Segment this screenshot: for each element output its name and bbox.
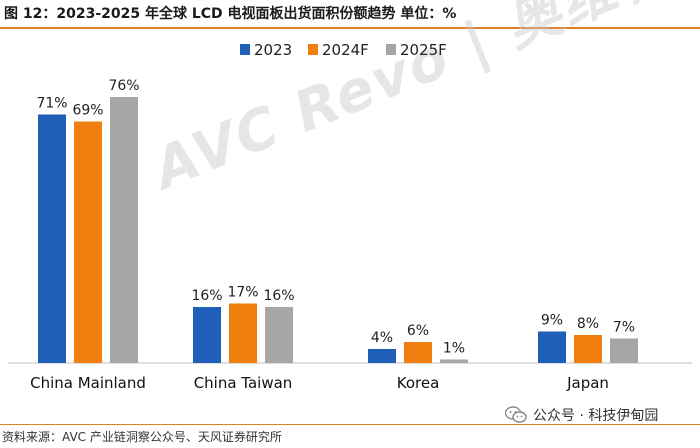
data-label: 17% [227, 285, 258, 301]
data-label: 7% [613, 320, 635, 336]
bar-china-mainland-2023 [38, 114, 66, 363]
bar-japan-2024f [574, 335, 602, 363]
bar-korea-2025f [440, 359, 468, 363]
data-label: 76% [108, 78, 139, 94]
legend-swatch [240, 44, 250, 55]
data-label: 71% [36, 96, 67, 112]
chart-title: 图 12：2023-2025 年全球 LCD 电视面板出货面积份额趋势 单位：% [4, 6, 457, 22]
title-divider [0, 27, 700, 29]
wechat-icon [505, 406, 527, 423]
legend-label: 2024F [322, 41, 369, 59]
bar-china-taiwan-2025f [265, 307, 293, 363]
data-label: 1% [443, 341, 465, 357]
category-label: Korea [397, 374, 440, 392]
bar-china-mainland-2025f [110, 97, 138, 363]
data-label: 6% [407, 323, 429, 339]
wechat-label: 公众号 · 科技伊甸园 [533, 408, 659, 424]
data-label: 4% [371, 330, 393, 346]
wechat-attribution: 公众号 · 科技伊甸园 [505, 405, 658, 425]
data-label: 69% [72, 103, 103, 119]
bar-china-mainland-2024f [74, 121, 102, 363]
data-label: 16% [263, 288, 294, 304]
category-label: Japan [566, 374, 609, 392]
legend-label: 2023 [254, 41, 292, 59]
bar-japan-2023 [538, 331, 566, 363]
bar-japan-2025f [610, 338, 638, 363]
data-label: 9% [541, 313, 563, 329]
bar-korea-2023 [368, 349, 396, 363]
bar-chart: 71% 69% 76% China Mainland 16% 17% 16% China Ta… [8, 41, 692, 392]
legend-swatch [308, 44, 318, 55]
legend-swatch [386, 44, 396, 55]
data-label: 16% [191, 288, 222, 304]
bar-korea-2024f [404, 342, 432, 363]
source-note: 资料来源：AVC 产业链洞察公众号、天风证券研究所 [2, 430, 282, 444]
source-divider [0, 424, 700, 425]
category-label: China Mainland [30, 374, 146, 392]
data-label: 8% [577, 316, 599, 332]
bar-china-taiwan-2023 [193, 307, 221, 363]
category-label: China Taiwan [194, 374, 293, 392]
bar-china-taiwan-2024f [229, 303, 257, 363]
legend-label: 2025F [400, 41, 447, 59]
